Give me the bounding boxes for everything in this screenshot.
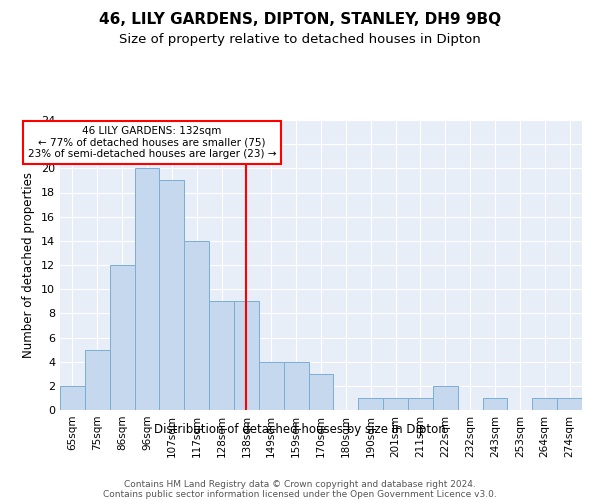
Bar [358,398,383,410]
Text: Distribution of detached houses by size in Dipton: Distribution of detached houses by size … [154,422,446,436]
Bar [557,398,582,410]
Bar [308,374,334,410]
Bar [532,398,557,410]
Bar [234,301,259,410]
Y-axis label: Number of detached properties: Number of detached properties [22,172,35,358]
Text: Size of property relative to detached houses in Dipton: Size of property relative to detached ho… [119,32,481,46]
Bar [284,362,308,410]
Bar [160,180,184,410]
Bar [134,168,160,410]
Text: 46, LILY GARDENS, DIPTON, STANLEY, DH9 9BQ: 46, LILY GARDENS, DIPTON, STANLEY, DH9 9… [99,12,501,28]
Text: 46 LILY GARDENS: 132sqm
← 77% of detached houses are smaller (75)
23% of semi-de: 46 LILY GARDENS: 132sqm ← 77% of detache… [28,126,276,159]
Bar [110,265,134,410]
Bar [85,350,110,410]
Text: Contains HM Land Registry data © Crown copyright and database right 2024.
Contai: Contains HM Land Registry data © Crown c… [103,480,497,500]
Bar [60,386,85,410]
Bar [209,301,234,410]
Bar [259,362,284,410]
Bar [383,398,408,410]
Bar [433,386,458,410]
Bar [184,241,209,410]
Bar [408,398,433,410]
Bar [482,398,508,410]
